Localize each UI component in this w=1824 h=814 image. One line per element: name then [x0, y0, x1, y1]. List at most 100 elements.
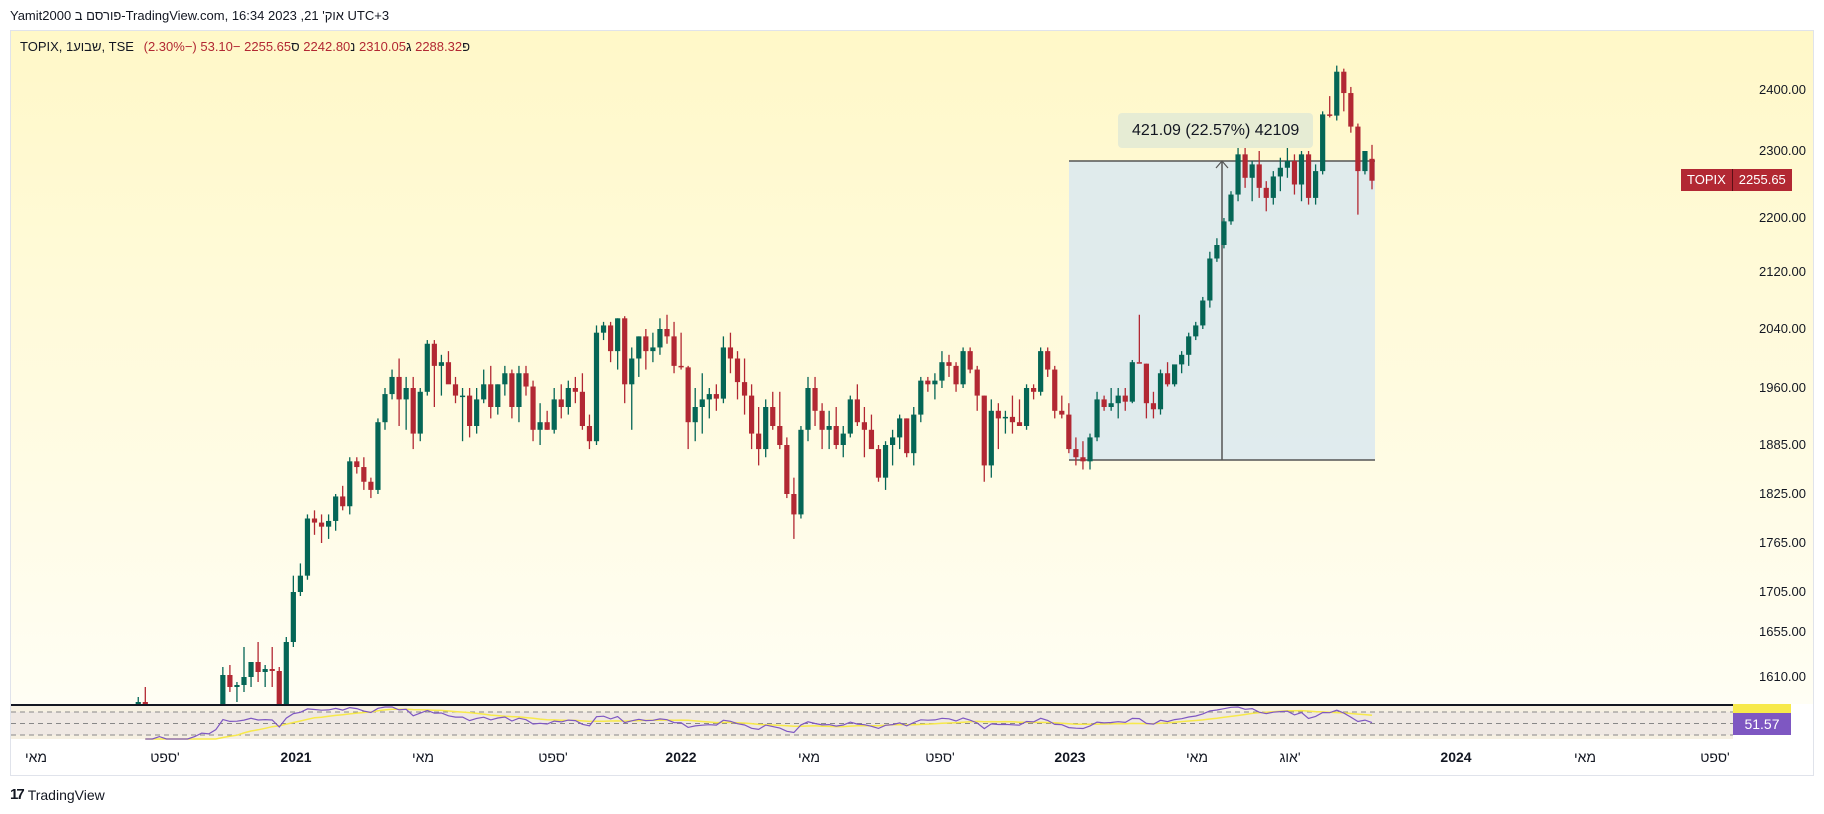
- time-tick-label: ספט': [1700, 749, 1730, 765]
- candle: [1320, 114, 1326, 172]
- candle: [960, 351, 966, 385]
- candle: [572, 388, 578, 392]
- candle: [1122, 395, 1128, 402]
- candle: [1164, 373, 1171, 385]
- candle: [558, 399, 564, 407]
- ohlc-open-prefix: פ: [462, 39, 471, 54]
- candle: [1369, 158, 1375, 181]
- time-tick-label: מאי: [797, 749, 821, 765]
- candle: [241, 677, 247, 685]
- candle: [925, 380, 931, 385]
- candle: [854, 399, 860, 423]
- candle: [988, 410, 994, 466]
- candle: [643, 336, 649, 352]
- candle: [135, 702, 141, 704]
- candle: [1193, 325, 1199, 337]
- candle: [868, 429, 875, 450]
- candle: [593, 332, 600, 442]
- candle: [424, 343, 430, 392]
- ohlc-low: 2242.80: [303, 39, 351, 54]
- candle: [608, 325, 614, 352]
- candle: [579, 391, 585, 426]
- candle: [798, 429, 804, 515]
- candle: [354, 461, 360, 468]
- candle: [269, 669, 275, 671]
- candle: [671, 336, 677, 366]
- candle: [636, 336, 642, 359]
- time-tick-label: מאי: [1573, 749, 1597, 765]
- candle: [1277, 167, 1283, 177]
- candle: [431, 343, 437, 366]
- candle: [826, 426, 832, 430]
- candle: [361, 467, 367, 482]
- price-tick-label: 2300.00: [1759, 143, 1806, 158]
- candle: [692, 407, 698, 423]
- candle: [220, 675, 226, 704]
- candle: [819, 410, 825, 430]
- candle: [1235, 154, 1241, 195]
- price-tick-label: 1885.00: [1759, 437, 1806, 452]
- pane-divider[interactable]: [11, 704, 1733, 706]
- candle: [720, 347, 726, 399]
- price-tick-label: 2200.00: [1759, 210, 1806, 225]
- time-tick-label: אוג': [1279, 749, 1301, 765]
- candle: [1150, 403, 1157, 410]
- time-tick-label: מאי: [24, 749, 48, 765]
- candle: [805, 388, 811, 430]
- candle: [481, 384, 487, 400]
- candle: [227, 675, 233, 687]
- rsi-value-badge: 51.57: [1733, 713, 1791, 735]
- symbol-legend: TOPIX, 1שבוע, TSE פ2288.32 ג2310.05 נ224…: [20, 39, 470, 54]
- candle: [410, 388, 416, 434]
- candle: [389, 376, 395, 395]
- candle: [1129, 362, 1135, 402]
- brand-name: TradingView: [27, 786, 105, 803]
- candle: [283, 642, 289, 704]
- ohlc-high: 2310.05: [358, 39, 406, 54]
- candle: [1348, 93, 1354, 127]
- candle: [1073, 449, 1079, 458]
- ohlc-change: −53.10 (−2.30%): [143, 39, 241, 54]
- candle: [586, 426, 593, 442]
- candle: [812, 388, 818, 411]
- candle: [1313, 171, 1319, 198]
- ohlc-low-prefix: נ: [350, 39, 356, 54]
- candle: [1094, 399, 1100, 438]
- candle: [1016, 422, 1023, 426]
- candle: [664, 329, 670, 337]
- candle: [953, 365, 959, 385]
- candle: [199, 742, 204, 752]
- candle: [311, 518, 318, 523]
- candle: [1172, 364, 1178, 385]
- price-pane[interactable]: [11, 31, 1813, 704]
- candle: [1228, 194, 1234, 222]
- candle: [417, 391, 423, 434]
- candle: [657, 329, 663, 348]
- candle: [516, 373, 522, 407]
- publish-caption: Yamit2000 פורסם ב-TradingView.com, אוק' …: [10, 8, 390, 23]
- tradingview-brand[interactable]: 17 TradingView: [10, 786, 105, 803]
- candle: [650, 347, 656, 352]
- candle: [1157, 373, 1164, 410]
- price-tick-label: 1765.00: [1759, 535, 1806, 550]
- candle: [467, 395, 473, 426]
- measure-label: 421.09 (22.57%) 42109: [1118, 113, 1314, 148]
- candle: [1341, 71, 1347, 94]
- candle: [1291, 161, 1298, 185]
- candle: [495, 384, 501, 407]
- candle: [847, 399, 853, 434]
- price-tick-label: 1610.00: [1759, 669, 1806, 684]
- candle: [234, 685, 240, 687]
- candle: [445, 362, 452, 385]
- candle: [1059, 410, 1065, 415]
- candle: [1242, 154, 1248, 178]
- candle: [1284, 161, 1290, 168]
- candle: [1136, 362, 1142, 364]
- candle: [565, 388, 571, 407]
- rsi-line: [145, 706, 1373, 740]
- time-tick-label: 2023: [1054, 749, 1086, 765]
- candle: [333, 496, 339, 521]
- candle: [1214, 245, 1220, 259]
- candle: [939, 362, 945, 381]
